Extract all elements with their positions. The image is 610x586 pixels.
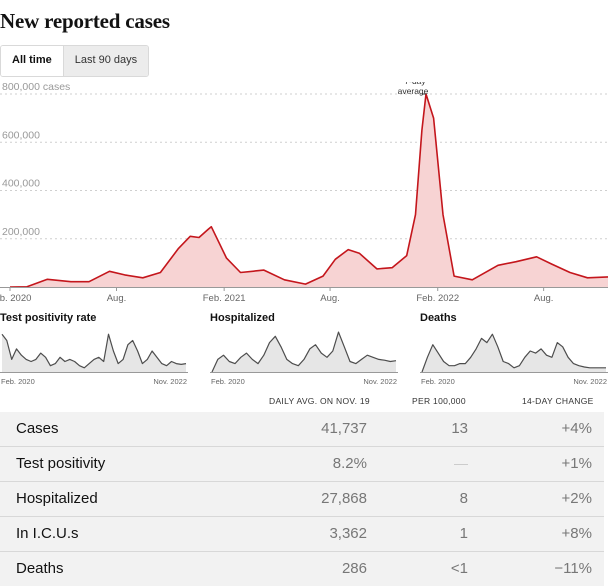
x-tick-label: Feb. 2021 (203, 293, 246, 304)
small-area (422, 334, 606, 372)
table-row: Test positivity 8.2% +1% (0, 447, 604, 482)
x-tick-label: Feb. 2022 (416, 293, 459, 304)
empty-dash (454, 447, 468, 481)
deaths-chart: Deaths Feb. 2020 Nov. 2022 (420, 308, 610, 386)
daily-avg-value: 8.2% (332, 455, 367, 472)
table-row: Hospitalized 27,868 8 +2% (0, 482, 604, 517)
change-value: +4% (561, 420, 592, 437)
daily-avg-value: 3,362 (329, 525, 367, 542)
change-value: +1% (561, 455, 592, 472)
all-time-button[interactable]: All time (1, 46, 63, 76)
col-header-per-100k: PER 100,000 (412, 396, 466, 406)
cases-area (10, 94, 608, 287)
x-tick-label: Nov. 2022 (363, 377, 397, 386)
daily-avg-value: 27,868 (321, 490, 367, 507)
small-chart-title: Deaths (420, 312, 457, 324)
change-value: +8% (561, 525, 592, 542)
row-label: In I.C.U.s (16, 525, 79, 542)
y-tick-label: 800,000 cases (2, 82, 70, 93)
row-label: Cases (16, 420, 59, 437)
table-row: In I.C.U.s 3,362 1 +8% (0, 517, 604, 552)
test-positivity-chart: Test positivity rate Feb. 2020 Nov. 2022 (0, 308, 192, 386)
per-100k-value: <1 (450, 560, 468, 577)
summary-table: Cases 41,737 13 +4% Test positivity 8.2%… (0, 412, 604, 586)
x-tick-label: Aug. (534, 293, 554, 304)
change-value: −11% (554, 560, 592, 577)
col-header-daily-avg: DAILY AVG. ON NOV. 19 (269, 396, 370, 406)
x-tick-label: Aug. (320, 293, 340, 304)
y-tick-label: 600,000 (2, 129, 40, 141)
time-range-toggle[interactable]: All time Last 90 days (0, 45, 150, 77)
x-tick-label: Nov. 2022 (153, 377, 187, 386)
x-tick-label: Nov. 2022 (573, 377, 607, 386)
y-tick-label: 400,000 (2, 178, 40, 190)
row-label: Test positivity (16, 455, 106, 472)
annotation-label: 7-day (404, 82, 426, 86)
small-chart-title: Hospitalized (210, 312, 275, 324)
small-line (211, 331, 397, 373)
col-header-change: 14-DAY CHANGE (522, 396, 594, 406)
x-tick-label: Feb. 2020 (421, 377, 455, 386)
cases-chart: 800,000 cases 600,000 400,000 200,000 Feb. 2… (0, 82, 609, 304)
small-area (2, 334, 186, 372)
x-tick-label: Feb. 2020 (1, 377, 35, 386)
table-row: Deaths 286 <1 −11% (0, 552, 604, 586)
y-tick-label: 200,000 (2, 226, 40, 238)
small-chart-title: Test positivity rate (0, 312, 97, 324)
cases-line (9, 93, 609, 288)
small-area (212, 332, 396, 372)
row-label: Hospitalized (16, 490, 98, 507)
x-tick-label: Feb. 2020 (0, 293, 31, 304)
small-line (1, 333, 187, 369)
annotation-label: average (398, 86, 429, 96)
row-label: Deaths (16, 560, 64, 577)
table-row: Cases 41,737 13 +4% (0, 412, 604, 447)
hospitalized-chart: Hospitalized Feb. 2020 Nov. 2022 (210, 308, 402, 386)
per-100k-value: 13 (451, 420, 468, 437)
last-90-days-button[interactable]: Last 90 days (62, 46, 149, 76)
page-title: New reported cases (0, 9, 170, 33)
per-100k-value: 8 (459, 490, 468, 507)
small-line (421, 333, 606, 373)
x-tick-label: Aug. (107, 293, 127, 304)
change-value: +2% (561, 490, 592, 507)
daily-avg-value: 41,737 (321, 420, 367, 437)
x-tick-label: Feb. 2020 (211, 377, 245, 386)
daily-avg-value: 286 (341, 560, 367, 577)
per-100k-value: 1 (459, 525, 468, 542)
